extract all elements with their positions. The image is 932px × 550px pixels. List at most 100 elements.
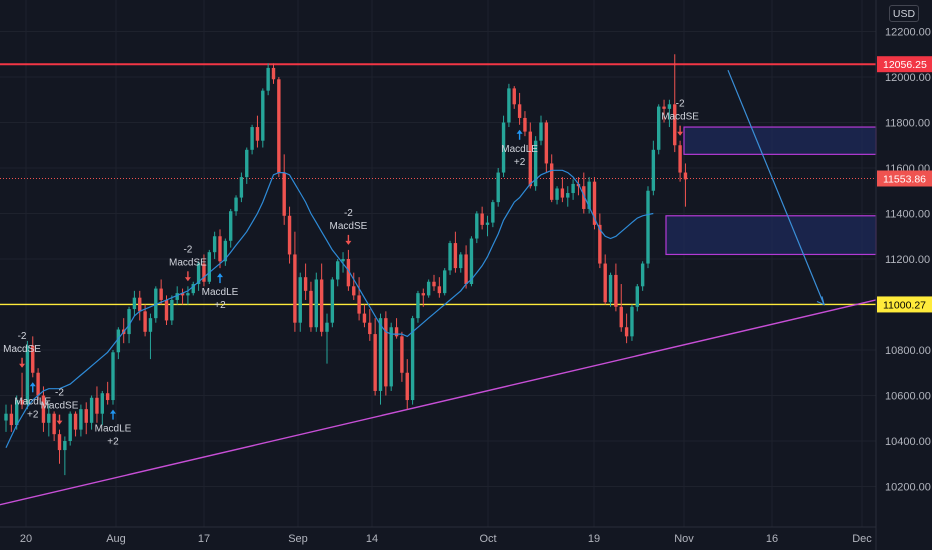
candle[interactable] bbox=[282, 154, 286, 225]
candle[interactable] bbox=[405, 359, 409, 410]
candle[interactable] bbox=[63, 436, 67, 476]
candle[interactable] bbox=[496, 168, 500, 207]
candle[interactable] bbox=[9, 404, 14, 432]
currency-badge[interactable]: USD bbox=[889, 5, 919, 22]
candle[interactable] bbox=[202, 254, 206, 287]
candle[interactable] bbox=[394, 318, 399, 339]
candle[interactable] bbox=[271, 63, 276, 84]
candles[interactable] bbox=[4, 54, 688, 476]
candle[interactable] bbox=[678, 140, 682, 182]
candle[interactable] bbox=[234, 195, 238, 216]
candle[interactable] bbox=[603, 254, 607, 305]
candle[interactable] bbox=[378, 313, 383, 405]
candle[interactable] bbox=[443, 268, 447, 296]
candle[interactable] bbox=[352, 272, 356, 300]
candle[interactable] bbox=[384, 311, 388, 396]
candle[interactable] bbox=[207, 249, 211, 285]
candle[interactable] bbox=[646, 186, 650, 269]
time-axis[interactable]: 20 Aug 17 Sep 14 Oct 19 Nov 16 Dec bbox=[0, 526, 876, 545]
candle[interactable] bbox=[303, 263, 308, 300]
candle[interactable] bbox=[624, 313, 629, 344]
candle[interactable] bbox=[619, 284, 623, 332]
candle[interactable] bbox=[400, 331, 404, 382]
candle[interactable] bbox=[491, 199, 495, 228]
candle[interactable] bbox=[138, 290, 142, 321]
candle[interactable] bbox=[421, 288, 425, 307]
candle[interactable] bbox=[598, 213, 602, 269]
candle[interactable] bbox=[25, 340, 30, 410]
candle[interactable] bbox=[223, 238, 228, 266]
candle[interactable] bbox=[298, 272, 302, 332]
candle[interactable] bbox=[673, 54, 677, 153]
candle[interactable] bbox=[196, 261, 201, 291]
candle[interactable] bbox=[73, 411, 78, 437]
candle[interactable] bbox=[453, 231, 458, 273]
candle[interactable] bbox=[507, 83, 511, 128]
candle[interactable] bbox=[319, 263, 324, 337]
candle[interactable] bbox=[635, 284, 639, 312]
candle[interactable] bbox=[277, 77, 281, 178]
candle[interactable] bbox=[266, 63, 270, 96]
candle[interactable] bbox=[373, 318, 377, 396]
candle[interactable] bbox=[20, 372, 24, 410]
candle[interactable] bbox=[4, 404, 8, 432]
candle[interactable] bbox=[132, 290, 137, 316]
candle[interactable] bbox=[170, 295, 174, 325]
candle[interactable] bbox=[512, 86, 516, 109]
candle[interactable] bbox=[410, 315, 415, 405]
candle[interactable] bbox=[148, 313, 153, 360]
candle[interactable] bbox=[52, 411, 56, 441]
candle[interactable] bbox=[614, 263, 618, 312]
candle[interactable] bbox=[191, 281, 195, 296]
candle[interactable] bbox=[186, 286, 190, 305]
candle[interactable] bbox=[255, 115, 260, 148]
candle[interactable] bbox=[336, 259, 340, 287]
candle[interactable] bbox=[250, 124, 254, 155]
candle[interactable] bbox=[261, 88, 265, 148]
candle[interactable] bbox=[95, 386, 99, 423]
candle[interactable] bbox=[180, 288, 185, 305]
candle[interactable] bbox=[57, 429, 62, 464]
candle[interactable] bbox=[432, 274, 436, 291]
candle[interactable] bbox=[357, 277, 361, 321]
candle[interactable] bbox=[111, 350, 115, 405]
candle[interactable] bbox=[362, 304, 367, 328]
candle[interactable] bbox=[116, 327, 121, 360]
candle[interactable] bbox=[475, 211, 479, 244]
candle[interactable] bbox=[341, 252, 345, 273]
candle[interactable] bbox=[100, 390, 104, 426]
candle[interactable] bbox=[592, 177, 597, 230]
candle[interactable] bbox=[517, 92, 522, 125]
candle[interactable] bbox=[555, 186, 559, 205]
candle[interactable] bbox=[608, 272, 613, 307]
candle[interactable] bbox=[662, 99, 666, 123]
candle[interactable] bbox=[469, 236, 474, 287]
candle[interactable] bbox=[325, 313, 329, 364]
candle[interactable] bbox=[437, 277, 442, 298]
candle[interactable] bbox=[571, 179, 575, 200]
candle[interactable] bbox=[464, 245, 468, 289]
candle[interactable] bbox=[416, 290, 420, 323]
candle[interactable] bbox=[31, 336, 35, 378]
candle[interactable] bbox=[651, 140, 656, 196]
candle[interactable] bbox=[485, 215, 490, 237]
candle[interactable] bbox=[501, 115, 506, 178]
candle[interactable] bbox=[544, 120, 549, 173]
candle[interactable] bbox=[566, 186, 570, 207]
candle[interactable] bbox=[550, 154, 554, 203]
candle[interactable] bbox=[229, 208, 233, 248]
candle[interactable] bbox=[314, 272, 318, 332]
candle[interactable] bbox=[533, 136, 538, 191]
candle[interactable] bbox=[560, 177, 565, 203]
candle[interactable] bbox=[309, 281, 313, 332]
candle[interactable] bbox=[426, 279, 431, 298]
candle[interactable] bbox=[683, 163, 688, 207]
candle[interactable] bbox=[239, 172, 244, 203]
candle[interactable] bbox=[389, 322, 393, 391]
candle[interactable] bbox=[218, 229, 222, 269]
candle[interactable] bbox=[480, 206, 484, 230]
candle[interactable] bbox=[212, 231, 217, 259]
price-axis[interactable]: 12200.0012000.0011800.0011600.0011400.00… bbox=[875, 0, 932, 550]
candle[interactable] bbox=[330, 277, 335, 328]
